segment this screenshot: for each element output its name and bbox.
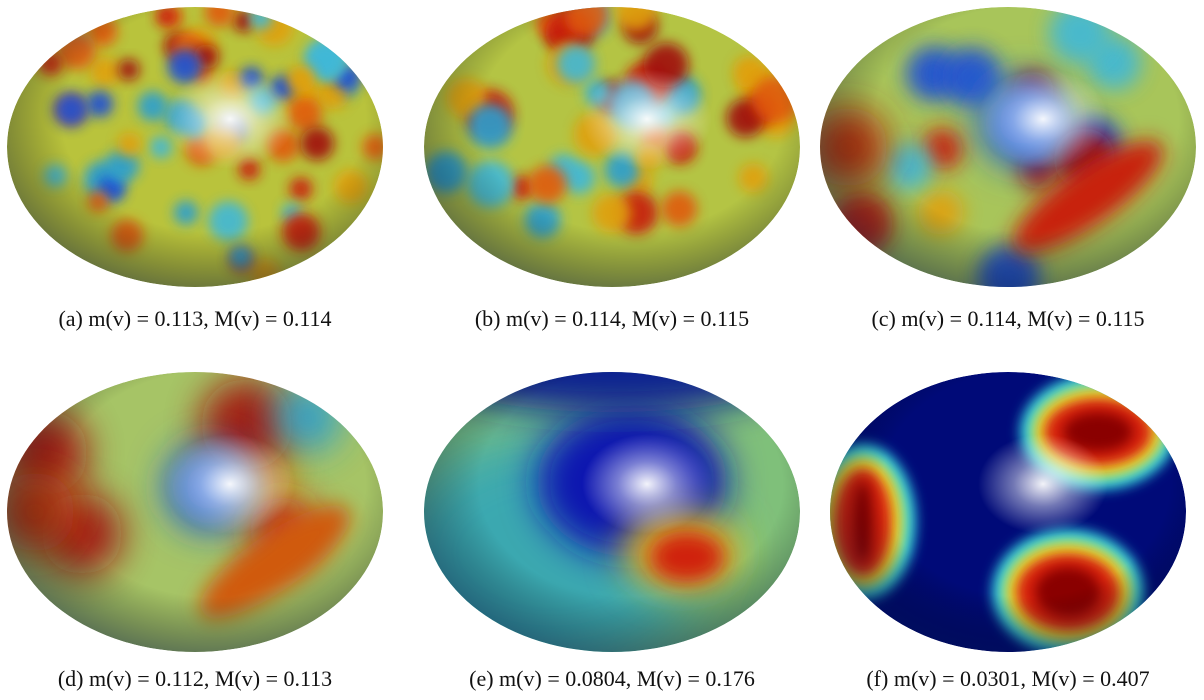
sphere — [0, 372, 383, 652]
caption: (e) m(v) = 0.0804, M(v) = 0.176 — [469, 666, 755, 691]
sphere-panel: (f) m(v) = 0.0301, M(v) = 0.407 — [810, 372, 1186, 691]
figure: (a) m(v) = 0.113, M(v) = 0.114 (b) m(v) =… — [0, 0, 1204, 700]
specular-highlight — [165, 69, 295, 169]
sphere — [7, 0, 388, 290]
caption: (f) m(v) = 0.0301, M(v) = 0.407 — [866, 666, 1149, 691]
sphere — [808, 2, 1196, 308]
specular-highlight — [165, 434, 295, 534]
specular-highlight — [582, 434, 712, 534]
page: (a) m(v) = 0.113, M(v) = 0.114 (b) m(v) =… — [0, 0, 1204, 700]
sphere-panel: (a) m(v) = 0.113, M(v) = 0.114 — [7, 0, 388, 331]
caption: (b) m(v) = 0.114, M(v) = 0.115 — [475, 306, 749, 331]
sphere-panel: (e) m(v) = 0.0804, M(v) = 0.176 — [392, 312, 812, 691]
sphere-panel: (d) m(v) = 0.112, M(v) = 0.113 — [0, 372, 383, 691]
sphere — [424, 0, 800, 287]
specular-highlight — [978, 434, 1108, 534]
sphere-panel: (c) m(v) = 0.114, M(v) = 0.115 — [808, 2, 1196, 331]
specular-highlight — [978, 69, 1108, 169]
caption: (a) m(v) = 0.113, M(v) = 0.114 — [58, 306, 331, 331]
caption: (d) m(v) = 0.112, M(v) = 0.113 — [58, 666, 332, 691]
sphere — [392, 312, 812, 672]
caption: (c) m(v) = 0.114, M(v) = 0.115 — [871, 306, 1144, 331]
sphere-panel: (b) m(v) = 0.114, M(v) = 0.115 — [424, 0, 800, 331]
specular-highlight — [582, 69, 712, 169]
sphere — [810, 372, 1186, 655]
